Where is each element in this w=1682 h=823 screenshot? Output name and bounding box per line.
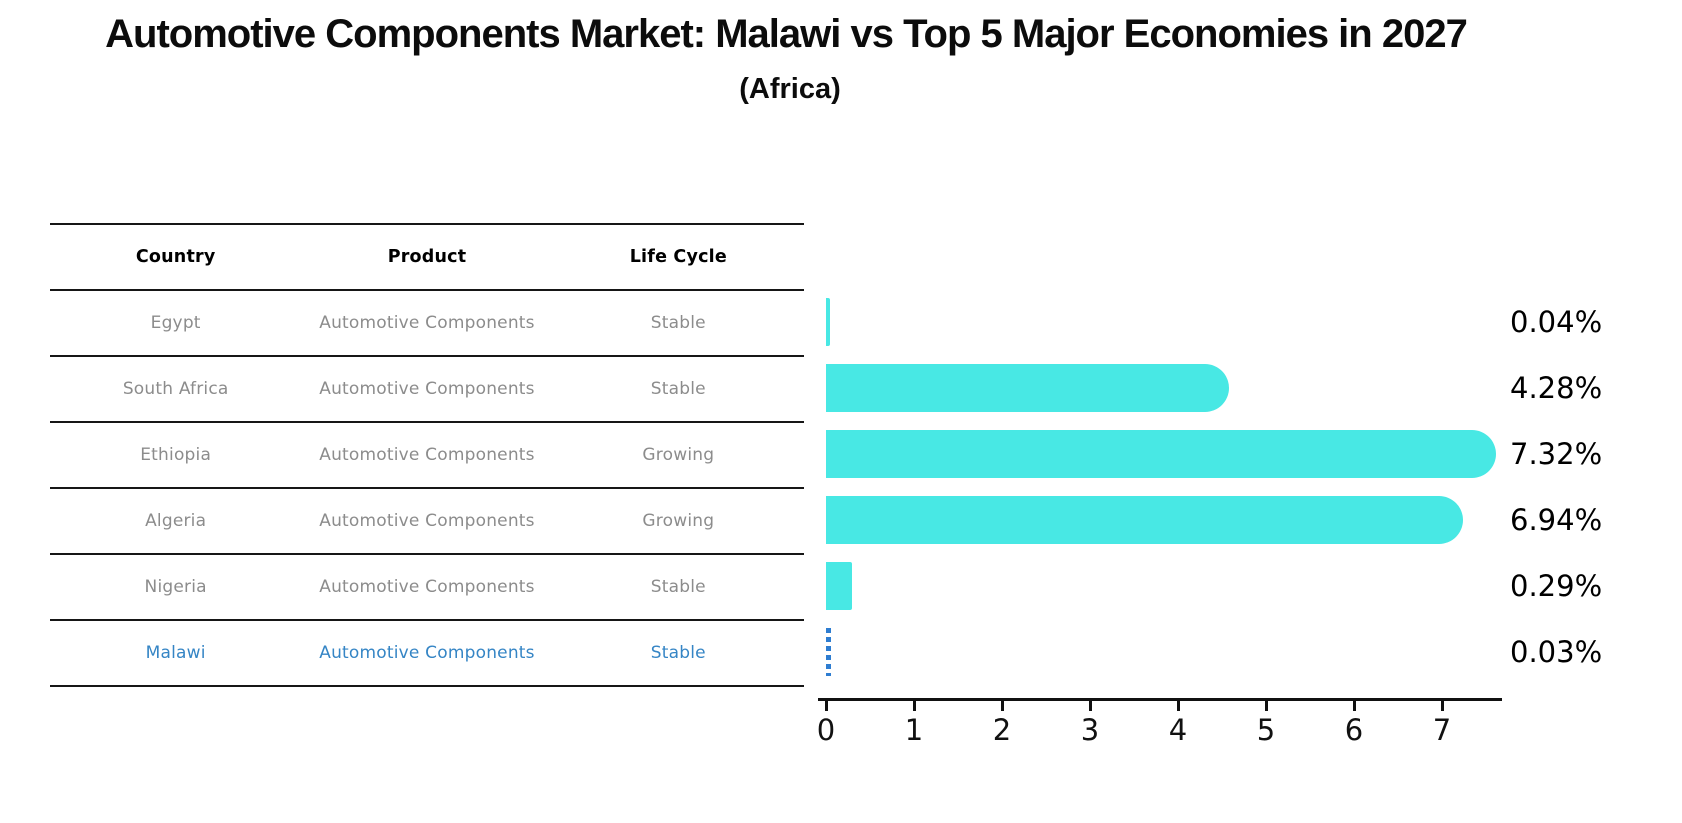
table-cell-life-cycle: Growing (642, 511, 715, 531)
x-axis-tick-label: 1 (904, 713, 924, 747)
table-cell-life-cycle: Growing (642, 445, 715, 465)
table-cell-country: Ethiopia (140, 445, 212, 465)
bar-malawi (826, 628, 831, 676)
chart-title: Automotive Components Market: Malawi vs … (105, 12, 1468, 56)
table-cell-product: Automotive Components (319, 511, 535, 531)
table-header-product: Product (387, 247, 467, 267)
x-axis-line (818, 698, 1502, 701)
table-row: Ethiopia Automotive Components Growing (50, 423, 804, 489)
table-cell-life-cycle: Stable (650, 643, 706, 663)
chart-subtitle: (Africa) (739, 73, 841, 105)
x-axis-tick-label: 6 (1344, 713, 1364, 747)
x-axis-tick (1000, 701, 1004, 711)
x-axis-tick (912, 701, 916, 711)
table-cell-product: Automotive Components (319, 379, 535, 399)
table-cell-country: Nigeria (144, 577, 207, 597)
x-axis-tick (1176, 701, 1180, 711)
table-cell-life-cycle: Stable (650, 379, 706, 399)
table-cell-country: Malawi (145, 643, 206, 663)
table-cell-country: Algeria (145, 511, 207, 531)
bar-egypt (826, 298, 830, 346)
table-header-country: Country (135, 247, 216, 267)
table-header-life-cycle: Life Cycle (629, 247, 727, 267)
x-axis-tick (1264, 701, 1268, 711)
bar-ethiopia (826, 430, 1497, 478)
table-cell-country: South Africa (122, 379, 229, 399)
x-axis-tick-label: 5 (1256, 713, 1276, 747)
bar-value-label: 0.29% (1510, 569, 1603, 603)
table-cell-life-cycle: Stable (650, 577, 706, 597)
x-axis-tick-label: 0 (816, 713, 836, 747)
table-row: Algeria Automotive Components Growing (50, 489, 804, 555)
x-axis-tick (1440, 701, 1444, 711)
bar-south-africa (826, 364, 1229, 412)
table-header-row: Country Product Life Cycle (50, 225, 804, 291)
table-cell-product: Automotive Components (319, 313, 535, 333)
table-cell-product: Automotive Components (319, 445, 535, 465)
country-table: Country Product Life Cycle Egypt Automoti… (50, 223, 804, 687)
table-cell-life-cycle: Stable (650, 313, 706, 333)
table-row: South Africa Automotive Components Stable (50, 357, 804, 423)
bar-value-label: 4.28% (1510, 371, 1603, 405)
bar-algeria (826, 496, 1463, 544)
x-axis-tick-label: 2 (992, 713, 1012, 747)
bar-value-label: 0.03% (1510, 635, 1603, 669)
x-axis-tick (1088, 701, 1092, 711)
table-row: Egypt Automotive Components Stable (50, 291, 804, 357)
x-axis-tick-label: 7 (1432, 713, 1452, 747)
bar-nigeria (826, 562, 852, 610)
bar-value-label: 6.94% (1510, 503, 1603, 537)
table-cell-product: Automotive Components (319, 643, 535, 663)
table-body: Egypt Automotive Components Stable South Af… (50, 291, 804, 687)
bar-value-label: 0.04% (1510, 305, 1603, 339)
table-cell-product: Automotive Components (319, 577, 535, 597)
x-axis-tick (824, 701, 828, 711)
table-row: Malawi Automotive Components Stable (50, 621, 804, 687)
bar-value-label: 7.32% (1510, 437, 1603, 471)
table-cell-country: Egypt (150, 313, 201, 333)
x-axis-tick-label: 4 (1168, 713, 1188, 747)
table-row: Nigeria Automotive Components Stable (50, 555, 804, 621)
x-axis-tick-label: 3 (1080, 713, 1100, 747)
x-axis-tick (1352, 701, 1356, 711)
